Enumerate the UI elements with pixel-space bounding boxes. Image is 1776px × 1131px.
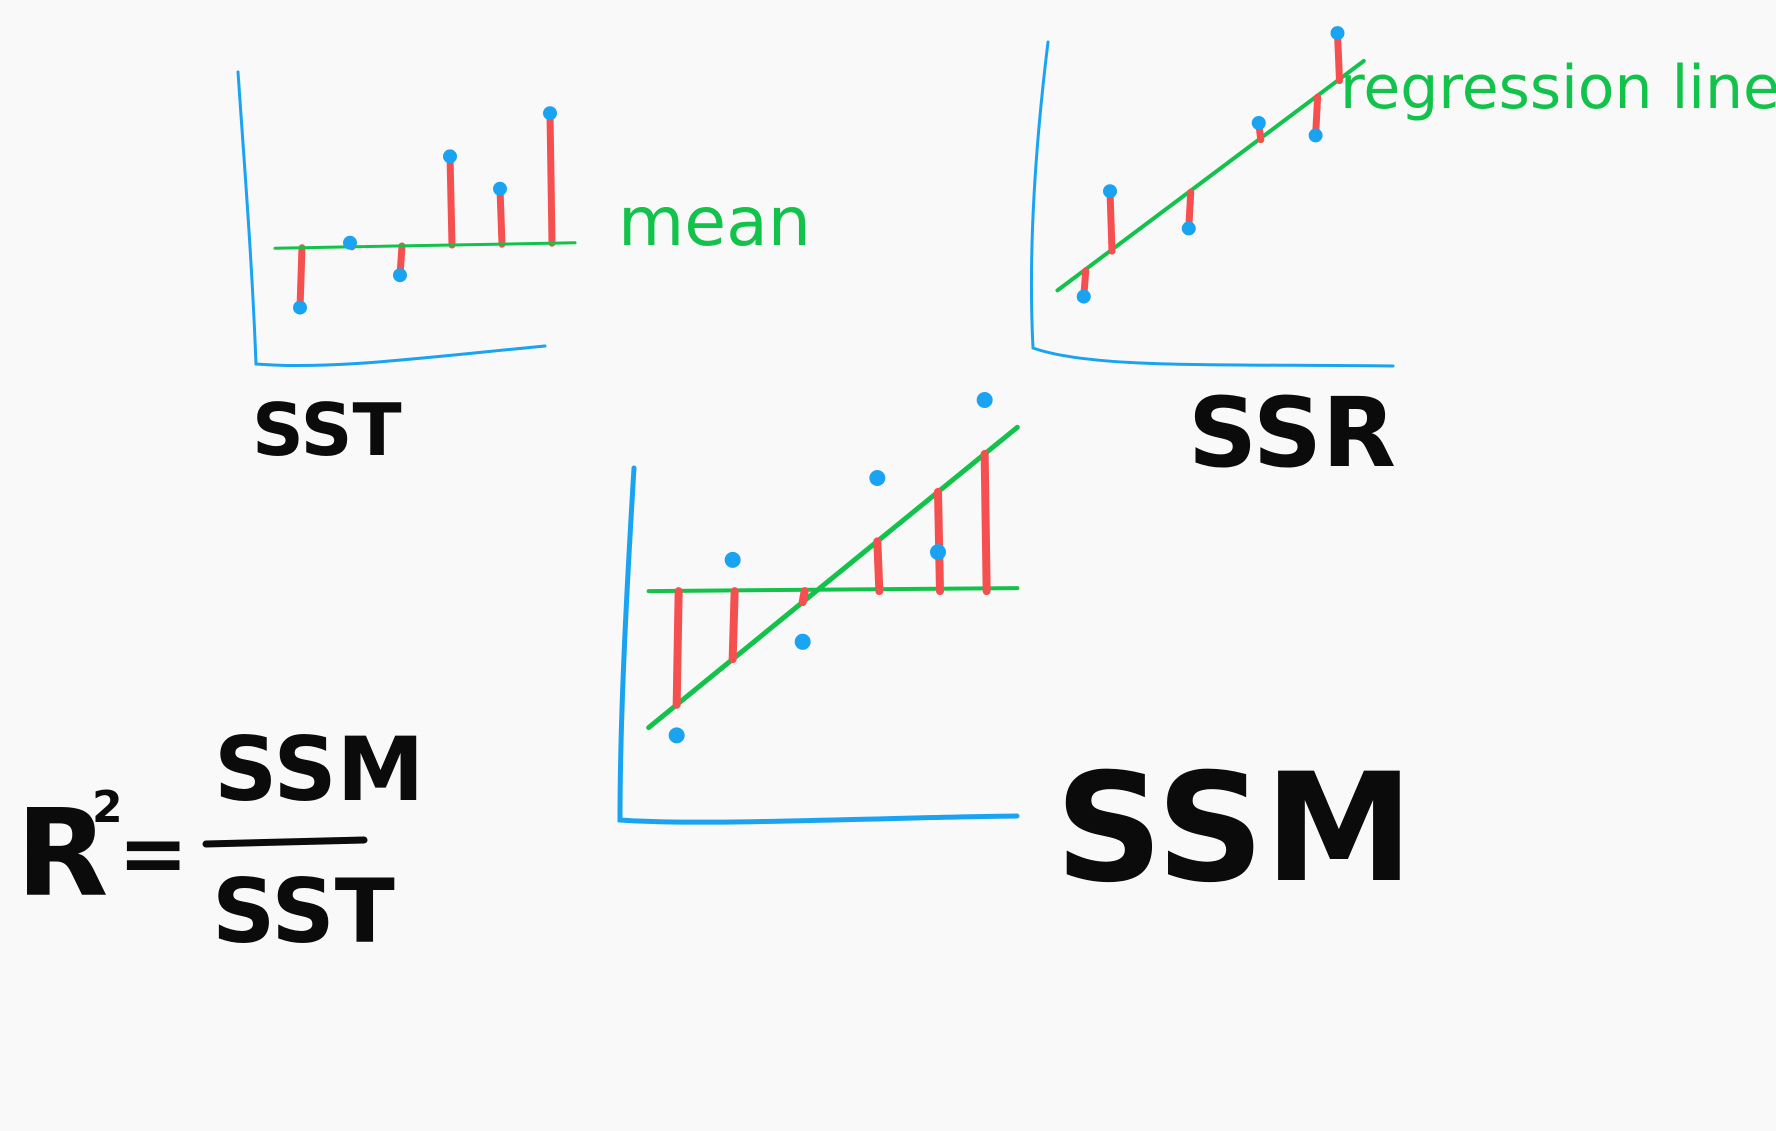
ssr-axes — [1029, 40, 1395, 368]
ssm-axes — [617, 465, 1020, 825]
ssr-data-point — [1181, 221, 1196, 236]
sst-residual — [546, 109, 556, 247]
ssm-mean-line — [646, 586, 1020, 594]
formula-equals: = — [118, 804, 188, 902]
ssr-data-point — [1330, 26, 1345, 41]
sst-plot — [273, 106, 577, 315]
ssm-data-point — [976, 392, 993, 408]
ssr-data-point — [1251, 116, 1266, 130]
sst-data-point — [543, 106, 557, 121]
ssr-line-label: regression line — [1340, 53, 1776, 123]
ssr-residual — [1106, 187, 1116, 255]
formula-lhs: R — [16, 785, 108, 924]
ssm-model-difference — [980, 449, 991, 596]
ssm-model-difference — [798, 587, 809, 607]
ssm-data-point — [794, 633, 811, 650]
ssr-plot — [1055, 26, 1366, 304]
sst-residual — [296, 244, 306, 312]
ssr-data-point — [1103, 184, 1117, 199]
ssm-model-difference — [672, 587, 683, 709]
fraction-bar — [202, 836, 368, 848]
formula-power: 2 — [92, 782, 123, 833]
ssm-data-point — [724, 551, 741, 568]
sst-data-point — [393, 268, 407, 283]
r-squared-formula: R 2 = SSM SST — [16, 718, 424, 963]
ssm-model-difference — [873, 537, 884, 596]
ssr-data-point — [1076, 289, 1091, 304]
ssr-residual — [1334, 29, 1343, 85]
sst-data-point — [293, 300, 307, 315]
formula-numerator: SSM — [214, 718, 424, 821]
sst-residual — [496, 185, 506, 248]
sst-mean-line — [273, 241, 577, 250]
sst-data-point — [443, 149, 457, 164]
ssm-data-point — [930, 544, 946, 561]
sst-data-point — [493, 181, 507, 196]
formula-denominator: SST — [212, 860, 395, 963]
ssm-plot — [646, 392, 1020, 744]
ssm-regression-line — [646, 424, 1020, 731]
sst-line-label: mean — [618, 183, 811, 262]
sst-data-point — [343, 235, 357, 250]
ssm-data-point — [668, 727, 685, 744]
sst-label: SST — [252, 388, 402, 472]
ssr-panel: regression line SSR — [1029, 26, 1776, 489]
sst-panel: mean SST — [236, 70, 811, 472]
ssm-data-point — [869, 470, 886, 486]
ssm-panel: SSM — [617, 392, 1414, 916]
sst-residual — [446, 152, 456, 249]
ssr-regression-line — [1055, 59, 1366, 293]
ssm-model-difference — [728, 587, 739, 664]
ssr-data-point — [1308, 128, 1323, 143]
ssm-model-difference — [934, 487, 944, 596]
ssm-label: SSM — [1055, 742, 1414, 916]
ssr-label: SSR — [1188, 377, 1396, 489]
ssr-line-label-text: regression line — [1340, 53, 1776, 123]
sst-axes — [236, 70, 547, 368]
